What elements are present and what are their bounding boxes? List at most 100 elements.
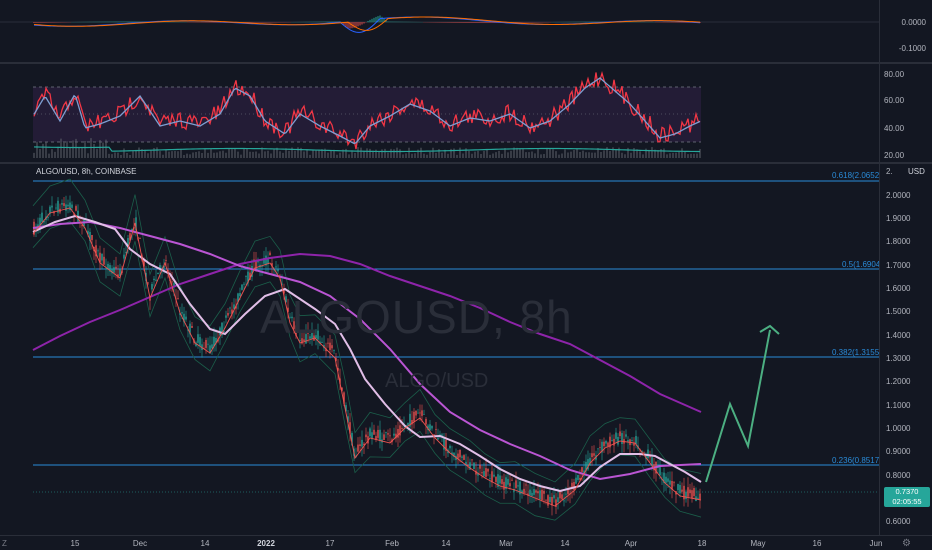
macd-histogram-bar [207,22,209,23]
candle [615,432,617,439]
macd-histogram-bar [533,22,535,23]
macd-histogram-bar [683,22,685,23]
macd-histogram-bar [319,21,321,23]
candle [473,462,475,470]
price-tick: 1.7000 [886,261,911,270]
time-tick: Jun [869,539,883,548]
macd-histogram-bar [575,21,577,23]
macd-histogram-bar [255,22,257,23]
candle [225,315,227,318]
time-tick: Feb [385,539,399,548]
fib-label: 0.618(2.0652) [832,171,882,180]
candle [183,313,185,323]
candle [277,269,279,272]
candle [123,254,125,259]
candle [181,312,183,314]
candle [329,342,331,350]
candle [249,272,251,280]
candle [361,439,363,447]
macd-histogram-bar [121,21,123,23]
macd-histogram-bar [35,22,37,23]
macd-histogram-bar [313,21,315,23]
macd-histogram-bar [667,22,669,23]
macd-histogram-bar [109,21,111,23]
symbol-title[interactable]: ALGO/USD, 8h, COINBASE [36,167,137,176]
macd-histogram-bar [213,22,215,23]
zoom-button[interactable]: Z [2,539,7,548]
candle [295,325,297,336]
macd-histogram-bar [127,21,129,23]
macd-histogram-bar [469,22,471,23]
price-tick: 1.2000 [886,377,911,386]
rsi-pane[interactable] [0,64,880,162]
macd-histogram-bar [515,22,517,23]
macd-histogram-bar [135,21,137,23]
macd-histogram-bar [679,22,681,23]
macd-histogram-bar [593,21,595,23]
macd-histogram-bar [589,21,591,23]
candle [519,481,521,495]
macd-histogram-bar [535,22,537,23]
macd-histogram-bar [577,21,579,23]
pane-separator[interactable] [0,62,932,64]
price-tick: 1.8000 [886,237,911,246]
price-tick: 0.9000 [886,447,911,456]
candle [579,477,581,480]
candle [431,425,433,429]
candle [327,342,329,344]
pane-separator[interactable] [0,162,932,164]
candle [487,468,489,472]
time-tick: 14 [441,539,451,548]
candle [263,257,265,264]
candle [515,480,517,488]
macd-histogram-bar [529,22,531,23]
macd-histogram-bar [343,22,345,26]
settings-gear-icon[interactable]: ⚙ [902,538,911,549]
candle [231,309,233,315]
macd-histogram-bar [629,21,631,23]
macd-histogram-bar [407,21,409,23]
fib-label: 0.382(1.3155) [832,348,882,357]
candle [69,202,71,211]
candle [635,436,637,445]
candle [61,202,63,205]
candle [413,411,415,422]
candle [555,499,557,507]
macd-histogram-bar [41,22,43,23]
macd-histogram-bar [263,22,265,23]
macd-histogram-bar [383,18,385,23]
candle [429,424,431,431]
macd-pane[interactable] [0,0,880,62]
macd-histogram-bar [311,21,313,23]
candle [265,255,267,266]
macd-histogram-bar [53,22,55,23]
time-tick: 18 [697,539,707,548]
candle [541,489,543,501]
macd-histogram-bar [681,22,683,23]
candle [303,339,305,341]
candle [699,493,701,500]
macd-histogram-bar [489,22,491,24]
candle [349,422,351,434]
macd-histogram-bar [523,22,525,23]
candle [469,462,471,470]
macd-histogram-bar [675,22,677,23]
candle [499,475,501,484]
macd-histogram-bar [333,21,335,23]
candle [673,482,675,484]
candle [301,338,303,344]
candle [679,485,681,494]
price-pane[interactable] [0,164,880,536]
macd-histogram-bar [89,21,91,23]
volume-ma-line [33,146,701,153]
candle [251,265,253,277]
macd-histogram-bar [113,21,115,23]
macd-histogram-bar [579,21,581,23]
macd-histogram-bar [387,21,389,23]
macd-histogram-bar [397,21,399,23]
price-axis[interactable] [879,164,932,536]
candle [207,343,209,345]
macd-histogram-bar [485,22,487,24]
fib-retracement [33,180,880,466]
macd-histogram-bar [385,19,387,23]
